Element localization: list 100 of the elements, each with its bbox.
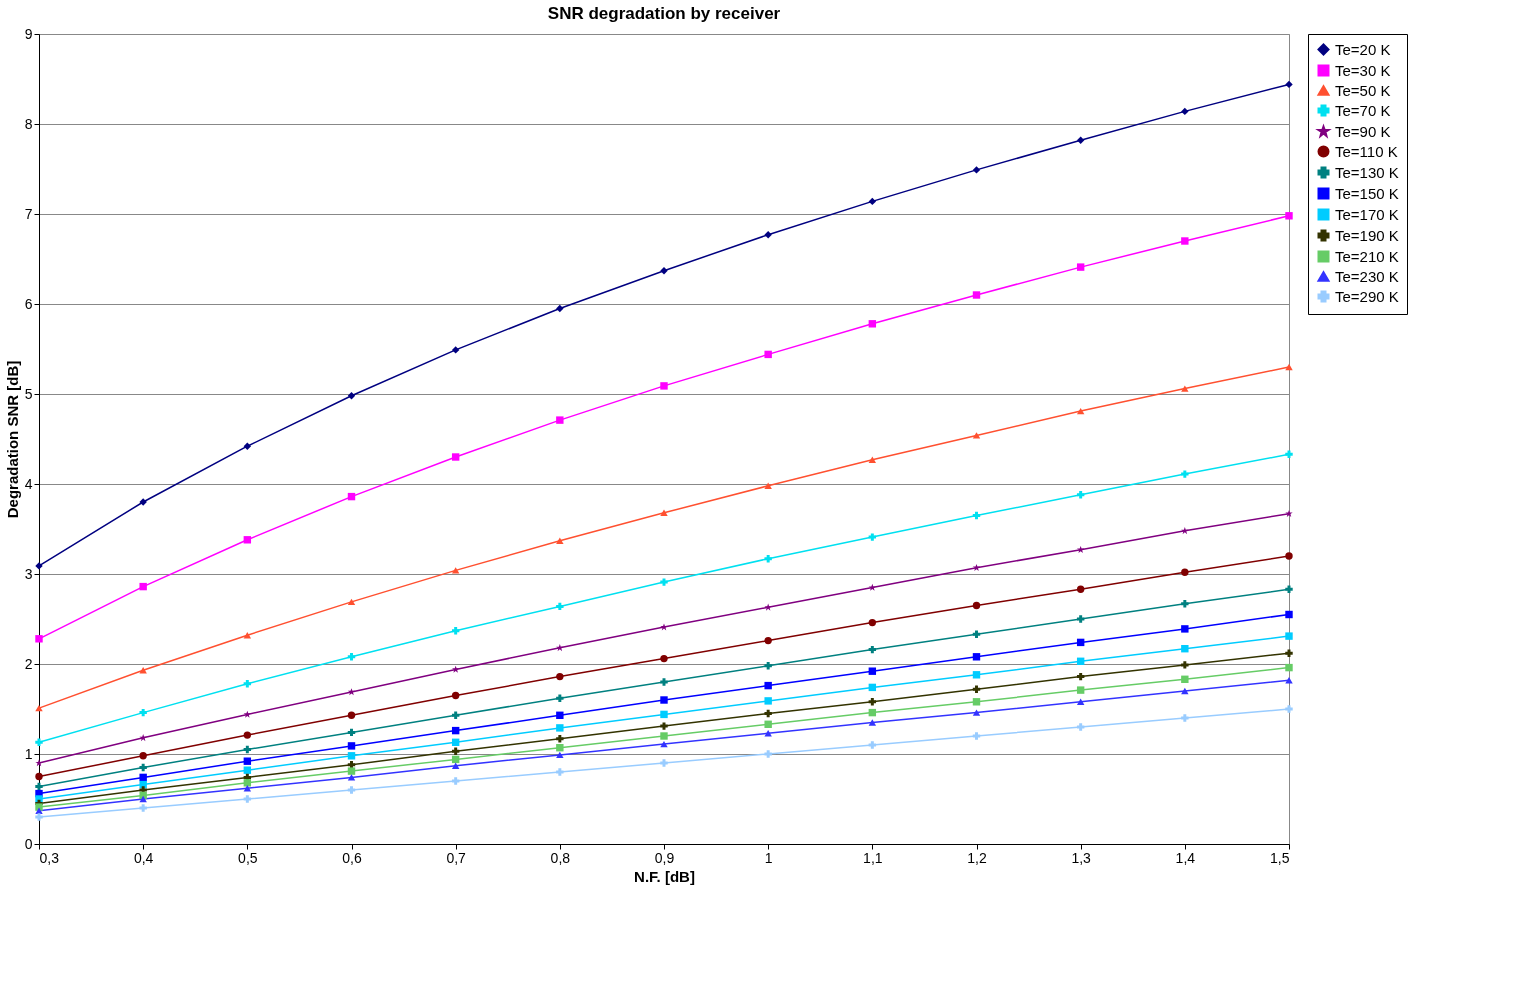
point [1285, 552, 1293, 560]
point [139, 780, 147, 789]
point [1181, 687, 1189, 695]
point [660, 509, 668, 517]
x-tick-label: 1,1 [863, 849, 883, 866]
point [868, 698, 877, 706]
point [1076, 698, 1085, 706]
point [764, 636, 772, 645]
legend-label: Te=190 K [1335, 226, 1399, 244]
legend-label: Te=150 K [1335, 184, 1399, 202]
point [556, 711, 564, 720]
point [868, 667, 877, 675]
point [139, 791, 147, 800]
point [556, 724, 564, 732]
point [868, 320, 877, 328]
point [139, 804, 147, 812]
point [660, 578, 668, 586]
point [451, 453, 460, 461]
x-tick-label: 0,3 [39, 849, 60, 866]
point [1076, 723, 1085, 731]
x-tick-label: 0,9 [654, 849, 675, 866]
x-axis-title: N.F. [dB] [634, 867, 695, 885]
point [243, 745, 252, 754]
point [556, 416, 564, 424]
point [1076, 407, 1085, 415]
point [972, 653, 981, 661]
point [868, 719, 877, 726]
point [139, 708, 147, 717]
point [451, 626, 460, 635]
point [972, 166, 981, 174]
point [868, 741, 877, 749]
x-tick-label: 1,5 [1270, 849, 1290, 866]
point [972, 511, 981, 520]
point [764, 482, 772, 490]
point [764, 554, 772, 563]
point [972, 291, 981, 299]
point [1285, 632, 1293, 640]
point [660, 623, 668, 631]
point [1181, 385, 1189, 392]
point [1181, 470, 1189, 478]
legend-label: Te=70 K [1335, 101, 1391, 119]
x-tick-label: 1 [764, 849, 773, 866]
point [347, 742, 356, 750]
point [764, 681, 772, 690]
point [347, 598, 356, 606]
x-tick-label: 1,2 [967, 849, 987, 866]
point [660, 266, 668, 275]
point [347, 786, 356, 794]
point [139, 752, 147, 760]
x-tick-label: 0,8 [550, 849, 571, 866]
point [764, 603, 772, 611]
x-tick-label: 1,4 [1175, 849, 1196, 866]
legend-label: Te=50 K [1335, 81, 1391, 99]
point [139, 582, 147, 591]
point [243, 680, 252, 688]
point [451, 567, 460, 574]
point [556, 751, 564, 759]
y-tick-label: 9 [24, 25, 33, 42]
point [1076, 136, 1085, 144]
y-tick-label: 5 [24, 385, 33, 402]
point [347, 711, 356, 719]
y-tick-label: 7 [24, 205, 33, 222]
point [1285, 663, 1293, 672]
legend-label: Te=130 K [1335, 163, 1399, 181]
point [1076, 545, 1085, 554]
point [556, 768, 564, 776]
y-tick-label: 4 [24, 475, 33, 492]
point [556, 644, 564, 652]
point [1181, 675, 1189, 684]
y-tick-label: 3 [24, 565, 33, 582]
y-tick-label: 2 [24, 655, 33, 672]
point [1181, 644, 1189, 653]
point [139, 773, 147, 782]
point [972, 671, 981, 679]
point [347, 728, 356, 737]
point [556, 672, 564, 681]
point [972, 685, 981, 693]
y-tick-label: 8 [24, 115, 33, 132]
point [347, 392, 356, 400]
x-tick-label: 0,4 [133, 849, 154, 866]
point [243, 784, 252, 792]
y-axis-title: Degradation SNR [dB] [3, 360, 21, 519]
point [1285, 450, 1293, 459]
point [451, 777, 460, 785]
point [35, 807, 43, 814]
point [868, 645, 877, 654]
point [868, 456, 877, 463]
point [1076, 585, 1085, 593]
point [1181, 107, 1189, 116]
point [764, 709, 772, 718]
point [35, 782, 43, 791]
point [660, 722, 668, 730]
legend-label: Te=20 K [1335, 40, 1391, 58]
point [243, 779, 252, 787]
point [556, 694, 564, 702]
point [1076, 263, 1085, 271]
point [35, 759, 43, 767]
point [35, 704, 43, 712]
point [1181, 527, 1189, 535]
point [660, 382, 668, 390]
